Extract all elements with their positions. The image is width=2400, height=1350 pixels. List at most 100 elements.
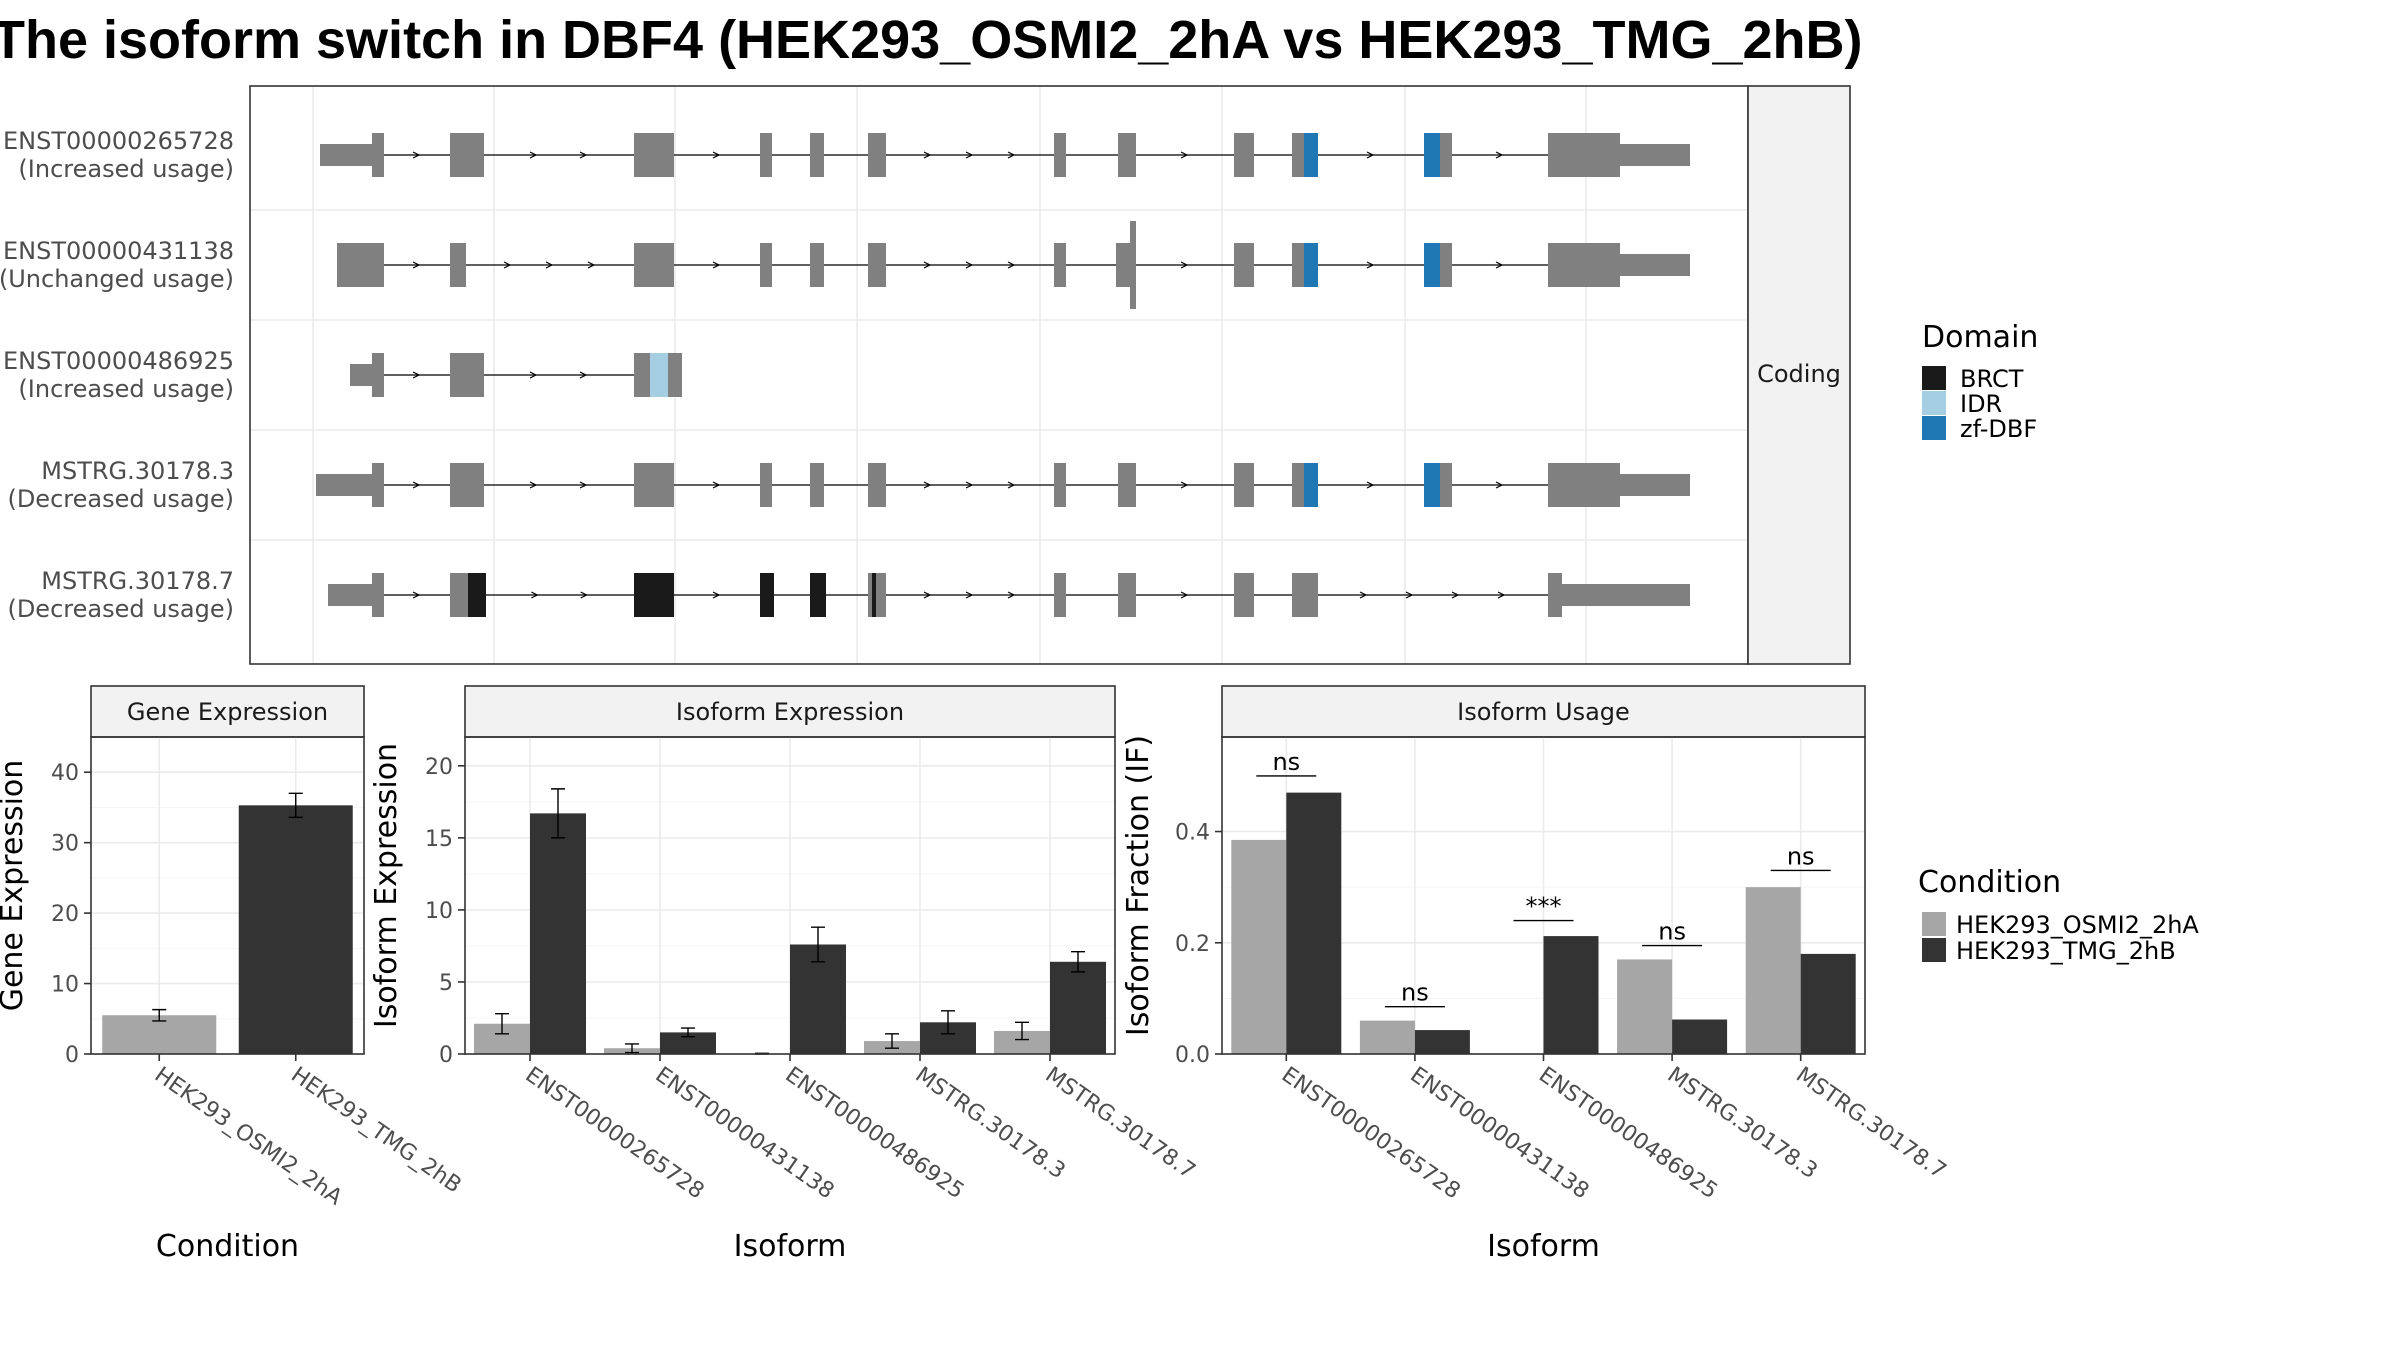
intron-arrow — [412, 481, 421, 489]
intron-arrow — [1007, 261, 1016, 269]
panel-strip — [90, 685, 365, 738]
exon-domain — [468, 573, 486, 617]
exon — [1548, 573, 1562, 617]
transcript-usage-label: (Increased usage) — [18, 155, 234, 183]
exon — [1292, 243, 1304, 287]
y-tick-label-2: 10 — [425, 899, 453, 924]
bar-cond-a-0 — [102, 1015, 217, 1054]
intron-arrow — [712, 261, 721, 269]
condition-legend: Condition HEK293_OSMI2_2hA HEK293_TMG_2h… — [1918, 865, 2199, 965]
exon — [1620, 144, 1690, 166]
transcript-id-label: ENST00000486925 — [3, 347, 234, 375]
transcript-row-2: ENST00000486925(Increased usage) — [3, 347, 682, 403]
significance-label-0: ns — [1272, 748, 1300, 776]
error-bar-3 — [941, 1010, 955, 1035]
exon — [1234, 573, 1254, 617]
exon — [320, 144, 384, 166]
bar-cond-b-4 — [1800, 953, 1856, 1054]
bar-cond-a-4 — [994, 1030, 1050, 1054]
error-bar-3 — [885, 1033, 899, 1049]
exon — [810, 243, 824, 287]
panel-strip-label: Gene Expression — [127, 698, 328, 726]
exon-domain — [650, 353, 668, 397]
intron-arrow — [965, 261, 974, 269]
legend-key-idr — [1922, 391, 1946, 415]
structure-gridlines — [250, 86, 1748, 664]
y-tick-label-0: 0 — [65, 1043, 79, 1068]
exon — [634, 133, 674, 177]
isoform-usage-panel: Isoform Usagensns***nsns0.00.20.4ENST000… — [1121, 685, 1950, 1264]
exon — [876, 573, 886, 617]
exon — [1116, 243, 1132, 287]
intron-arrow — [579, 481, 588, 489]
transcript-id-label: ENST00000431138 — [3, 237, 234, 265]
exon — [1118, 463, 1136, 507]
bar-cond-b-1 — [660, 1032, 716, 1054]
significance-label-2: *** — [1526, 893, 1562, 921]
exon — [760, 463, 772, 507]
exon — [350, 364, 372, 386]
exon-domain — [760, 573, 774, 617]
exon — [634, 353, 650, 397]
intron-arrow — [503, 261, 512, 269]
intron-arrow — [1359, 591, 1368, 599]
intron-arrow — [412, 371, 421, 379]
bar-cond-a-1 — [1359, 1020, 1415, 1054]
intron-arrow — [1007, 481, 1016, 489]
intron-arrow — [712, 591, 721, 599]
intron-arrow — [412, 261, 421, 269]
error-bar-2 — [811, 926, 825, 963]
y-axis-title: Isoform Fraction (IF) — [1121, 735, 1156, 1036]
exon — [337, 243, 384, 287]
exon-domain — [1304, 243, 1318, 287]
y-tick-label-4: 40 — [51, 761, 79, 786]
transcript-usage-label: (Increased usage) — [18, 375, 234, 403]
exon — [1548, 463, 1620, 507]
exon — [450, 463, 484, 507]
intron-arrow — [1366, 261, 1375, 269]
exon — [1118, 573, 1136, 617]
intron-arrow — [529, 371, 538, 379]
y-tick-label-2: 20 — [51, 902, 79, 927]
intron-arrow — [965, 591, 974, 599]
exon — [668, 353, 682, 397]
intron-arrow — [923, 591, 932, 599]
legend-label-idr: IDR — [1960, 390, 2002, 418]
exon — [1130, 221, 1136, 309]
x-axis-title: Isoform — [1487, 1229, 1600, 1264]
panel-strip-label: Isoform Usage — [1457, 698, 1630, 726]
exon-domain — [1304, 133, 1318, 177]
exon — [1292, 133, 1304, 177]
error-bar-1 — [288, 792, 303, 819]
intron-arrow — [1366, 151, 1375, 159]
x-axis-title: Isoform — [734, 1229, 847, 1264]
exon — [1440, 463, 1452, 507]
exon — [450, 133, 484, 177]
y-tick-label-1: 0.2 — [1175, 932, 1210, 957]
exon — [372, 463, 384, 507]
exon — [1440, 133, 1452, 177]
significance-label-3: ns — [1658, 918, 1686, 946]
exon — [634, 243, 674, 287]
intron-arrow — [923, 261, 932, 269]
exon-domain — [872, 573, 876, 617]
legend-label-cond-b: HEK293_TMG_2hB — [1956, 937, 2176, 965]
bar-cond-a-3 — [1617, 959, 1673, 1054]
intron-arrow — [1007, 151, 1016, 159]
exon — [634, 463, 674, 507]
intron-arrow — [1495, 481, 1504, 489]
intron-arrow — [712, 151, 721, 159]
isoform-expression-panel: Isoform Expression05101520ENST0000026572… — [369, 685, 1200, 1264]
y-tick-label-4: 20 — [425, 755, 453, 780]
exon-domain — [1424, 243, 1440, 287]
domain-legend: Domain BRCT IDR zf-DBF — [1922, 320, 2038, 443]
exon — [1234, 243, 1254, 287]
exon — [868, 573, 872, 617]
exon — [1118, 133, 1136, 177]
exon-domain — [634, 573, 674, 617]
legend-label-zf-dbf: zf-DBF — [1960, 415, 2037, 443]
intron-arrow — [579, 371, 588, 379]
intron-arrow — [1495, 261, 1504, 269]
exon — [868, 133, 886, 177]
